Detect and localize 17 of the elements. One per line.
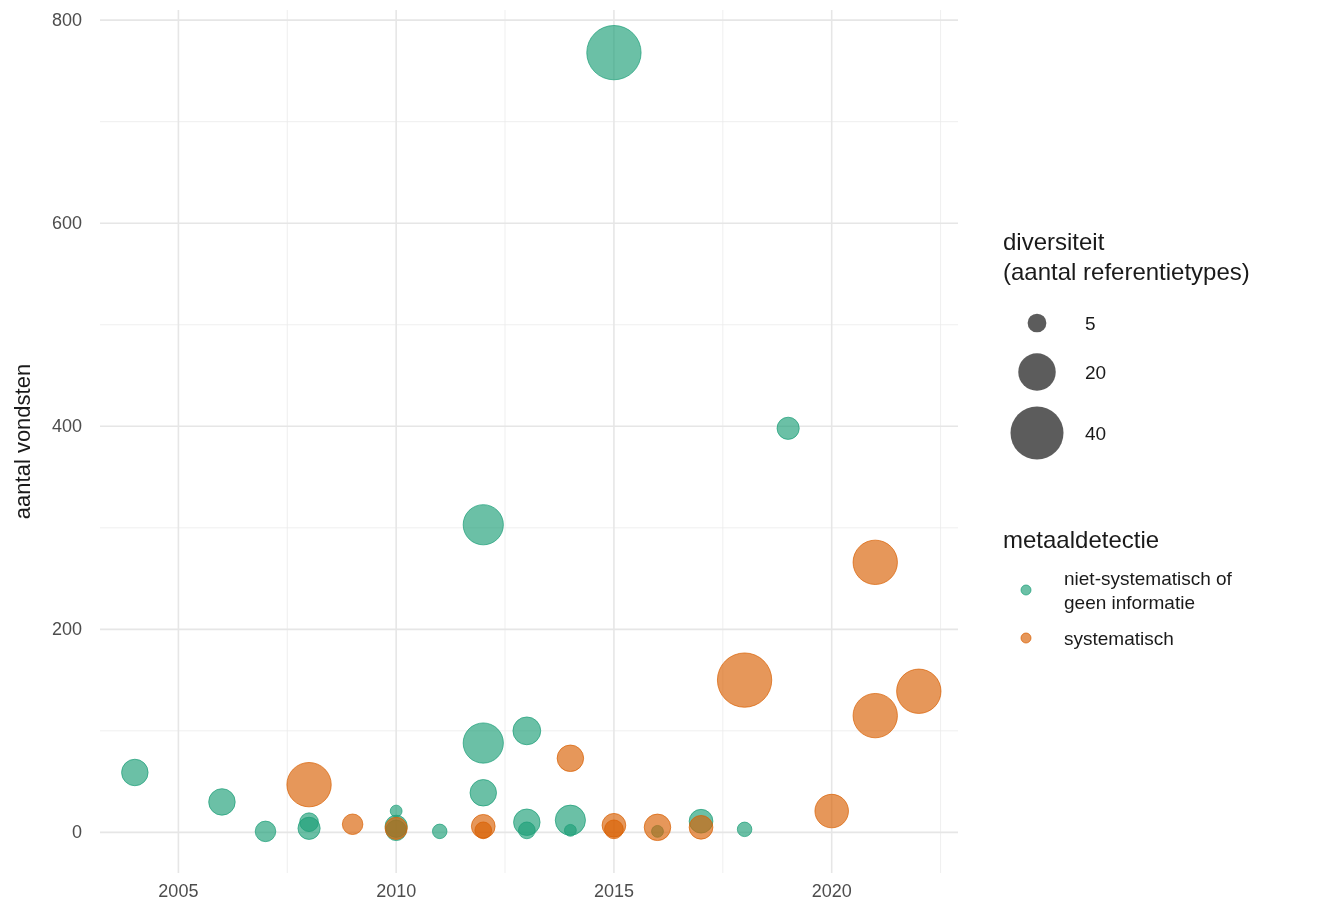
y-tick-label: 800: [51, 10, 82, 31]
x-tick-label: 2015: [593, 881, 634, 901]
legend-title: metaaldetectie: [1003, 526, 1160, 553]
y-tick-label: 400: [51, 416, 82, 437]
y-tick-label: 600: [51, 213, 82, 234]
legend-label: 5: [1085, 313, 1096, 334]
y-tick-label: 200: [51, 619, 82, 640]
x-tick-label: 2005: [158, 881, 199, 901]
y-axis-title: aantal vondsten: [10, 363, 35, 520]
x-tick-label: 2020: [811, 881, 852, 901]
legend-label: niet-systematisch of geen informatie: [1064, 568, 1233, 613]
legend-label: 20: [1085, 362, 1107, 383]
y-tick-label: 0: [71, 822, 82, 843]
legend-label: systematisch: [1064, 628, 1174, 649]
legend-label: 40: [1085, 423, 1107, 444]
x-tick-label: 2010: [376, 881, 417, 901]
text: diversiteit (aantal referentietypes): [1003, 228, 1250, 285]
